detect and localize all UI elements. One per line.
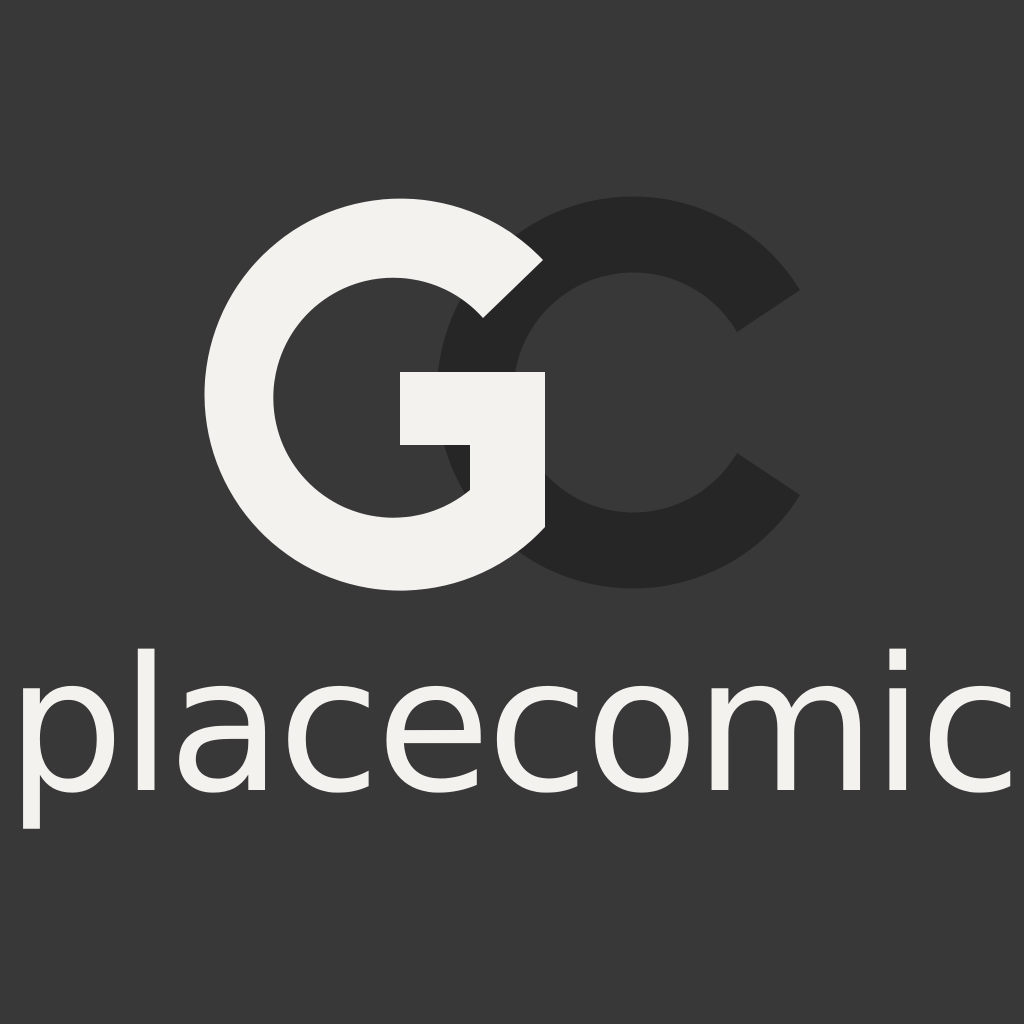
g-letter-shape <box>204 198 545 591</box>
brand-wordmark: placecomic <box>6 617 1022 834</box>
